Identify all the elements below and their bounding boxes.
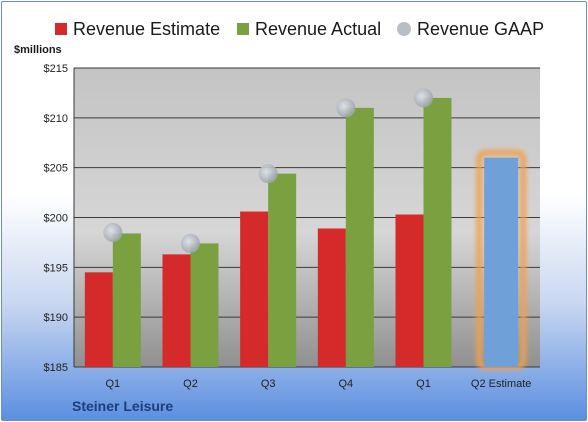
marker-revenue-gaap bbox=[336, 98, 356, 118]
legend-label-revenue-gaap: Revenue GAAP bbox=[417, 18, 545, 39]
legend-label-revenue-actual: Revenue Actual bbox=[255, 18, 382, 39]
bar-revenue-estimate bbox=[317, 228, 346, 367]
y-tick-label: $185 bbox=[44, 362, 68, 374]
legend-item-revenue-estimate: Revenue Estimate bbox=[55, 16, 220, 42]
bar-revenue-actual bbox=[112, 233, 141, 367]
legend-label-revenue-estimate: Revenue Estimate bbox=[73, 18, 221, 39]
bar-revenue-estimate bbox=[162, 254, 191, 367]
marker-revenue-gaap bbox=[181, 233, 200, 253]
legend-marker-revenue-gaap bbox=[397, 22, 411, 36]
bar-revenue-actual bbox=[345, 107, 374, 367]
y-tick-label: $205 bbox=[44, 163, 68, 175]
x-tick-label: Q1 bbox=[105, 378, 120, 390]
marker-revenue-gaap bbox=[103, 222, 123, 242]
legend: Revenue Estimate Revenue Actual Revenue … bbox=[0, 16, 588, 42]
y-tick-label: $200 bbox=[44, 213, 68, 225]
legend-item-revenue-actual: Revenue Actual bbox=[237, 16, 381, 42]
marker-revenue-gaap bbox=[414, 88, 433, 108]
legend-swatch-revenue-actual bbox=[237, 23, 249, 35]
bar-revenue-actual bbox=[190, 243, 219, 367]
legend-swatch-revenue-estimate bbox=[55, 23, 67, 35]
bar-revenue-actual bbox=[423, 97, 452, 368]
bar-revenue-estimate bbox=[84, 272, 113, 367]
bar-revenue-estimate bbox=[395, 214, 424, 367]
company-name: Steiner Leisure bbox=[72, 398, 174, 414]
x-tick-label: Q2 Estimate bbox=[471, 378, 532, 390]
y-axis-unit-label: $millions bbox=[14, 44, 62, 56]
y-tick-label: $190 bbox=[44, 312, 68, 324]
y-tick-label: $215 bbox=[44, 63, 68, 75]
x-tick-label: Q2 bbox=[183, 378, 198, 390]
marker-revenue-gaap bbox=[258, 164, 278, 184]
x-tick-label: Q4 bbox=[338, 378, 353, 390]
x-tick-label: Q3 bbox=[261, 378, 276, 390]
y-tick-label: $210 bbox=[44, 113, 68, 125]
bar-revenue-actual bbox=[268, 173, 297, 367]
legend-item-revenue-gaap: Revenue GAAP bbox=[397, 16, 544, 42]
bar-forecast bbox=[484, 157, 519, 367]
bar-revenue-estimate bbox=[240, 211, 269, 367]
y-tick-label: $195 bbox=[44, 262, 68, 274]
x-tick-label: Q1 bbox=[416, 378, 431, 390]
